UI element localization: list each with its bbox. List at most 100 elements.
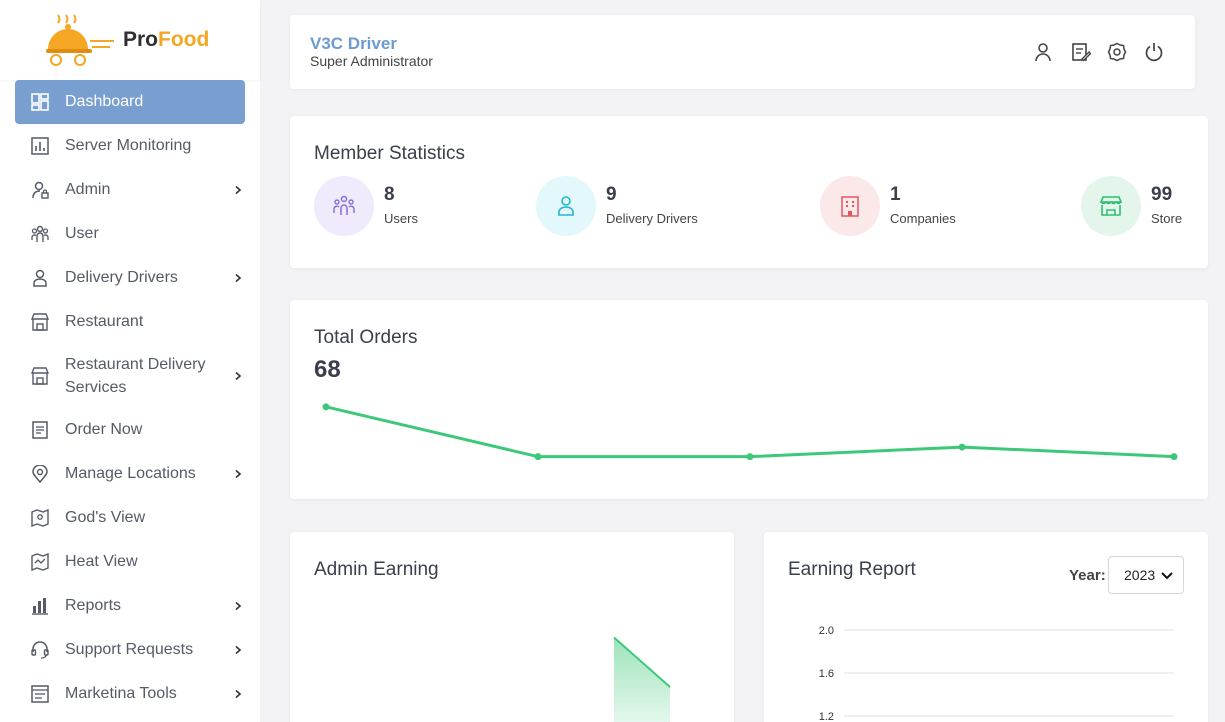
- marketing-icon: [31, 685, 49, 703]
- store-icon: [31, 313, 49, 331]
- sidebar-item-order-now[interactable]: Order Now: [15, 408, 245, 452]
- sidebar-item-label: Restaurant Delivery Services: [65, 356, 206, 396]
- chevron-right-icon: [233, 185, 243, 195]
- year-select-value: 2023: [1124, 567, 1156, 583]
- user-name[interactable]: V3C Driver: [310, 34, 397, 53]
- brand-name-part1: Pro: [123, 28, 159, 51]
- user-role: Super Administrator: [310, 53, 433, 69]
- admin-earning-title: Admin Earning: [314, 559, 439, 580]
- store-count: 99: [1151, 184, 1173, 205]
- sidebar-item-label: Manage Locations: [65, 465, 196, 482]
- chevron-right-icon: [233, 645, 243, 655]
- orders-point: [1170, 453, 1178, 461]
- admin-earning-card: Admin Earning: [290, 532, 734, 722]
- member-statistics-title: Member Statistics: [314, 143, 465, 164]
- earning-report-title: Earning Report: [788, 559, 916, 580]
- sidebar-item-gods-view[interactable]: God's View: [15, 496, 245, 540]
- top-header: V3C Driver Super Administrator: [290, 15, 1195, 89]
- chevron-right-icon: [233, 371, 243, 381]
- sidebar: ProFood Dashboard Server Monitoring Admi…: [0, 0, 260, 722]
- sidebar-item-label: Heat View: [65, 553, 138, 570]
- store-icon: [1081, 176, 1141, 236]
- sidebar-item-user[interactable]: User: [15, 212, 245, 256]
- companies-label: Companies: [890, 211, 956, 226]
- store-label: Store: [1151, 211, 1183, 226]
- chevron-right-icon: [233, 689, 243, 699]
- sidebar-item-label: Dashboard: [65, 93, 144, 110]
- chevron-right-icon: [233, 469, 243, 479]
- logo[interactable]: ProFood: [0, 0, 260, 80]
- sidebar-item-label: Marketina Tools: [65, 685, 177, 702]
- orders-point: [322, 403, 330, 411]
- y-tick-label: 2.0: [819, 625, 834, 637]
- earning-report-card: Earning Report Year: 2023 2.0 1.6 1.2: [764, 532, 1208, 722]
- users-count: 8: [384, 184, 395, 205]
- total-orders-chart: [322, 403, 1178, 461]
- orders-line: [325, 405, 1175, 459]
- orders-point: [534, 453, 542, 461]
- sidebar-item-label: Admin: [65, 181, 111, 198]
- admin-earning-area: [614, 637, 670, 722]
- sidebar-item-label: Support Requests: [65, 641, 194, 658]
- chevron-right-icon: [233, 273, 243, 283]
- reports-icon: [31, 597, 49, 615]
- member-statistics-card: Member Statistics 8 Users 9 Delivery Dri…: [290, 116, 1208, 268]
- order-icon: [31, 421, 49, 439]
- brand-name-part2: Food: [158, 28, 210, 51]
- total-orders-title: Total Orders: [314, 327, 418, 348]
- sidebar-nav: Dashboard Server Monitoring Admin User D…: [15, 80, 245, 716]
- building-icon: [820, 176, 880, 236]
- driver-icon: [536, 176, 596, 236]
- brand-name: ProFood: [123, 28, 209, 52]
- chevron-down-icon: [1161, 572, 1173, 580]
- sidebar-item-label: Restaurant: [65, 313, 144, 330]
- total-orders-value: 68: [314, 356, 341, 383]
- heat-map-icon: [31, 553, 49, 571]
- sidebar-item-label: Server Monitoring: [65, 137, 192, 154]
- users-icon: [314, 176, 374, 236]
- sidebar-item-restaurant-delivery-services[interactable]: Restaurant Delivery Services: [15, 344, 245, 408]
- sidebar-item-label: User: [65, 225, 99, 242]
- earning-report-chart: 2.0 1.6 1.2: [819, 625, 1174, 722]
- food-cloche-logo-icon: [46, 14, 114, 66]
- y-tick-label: 1.6: [819, 668, 834, 680]
- sidebar-item-label: God's View: [65, 509, 146, 526]
- driver-icon: [31, 269, 49, 287]
- headset-icon: [31, 641, 49, 659]
- store-icon: [31, 367, 49, 385]
- orders-point: [746, 453, 754, 461]
- power-icon[interactable]: [1144, 42, 1164, 62]
- admin-earning-chart: [613, 636, 671, 722]
- sidebar-item-marketing-tools[interactable]: Marketina Tools: [15, 672, 245, 716]
- sidebar-item-label: Order Now: [65, 421, 143, 438]
- dashboard-icon: [31, 93, 49, 111]
- map-icon: [31, 509, 49, 527]
- sidebar-item-admin[interactable]: Admin: [15, 168, 245, 212]
- sidebar-item-server-monitoring[interactable]: Server Monitoring: [15, 124, 245, 168]
- y-tick-label: 1.2: [819, 711, 834, 722]
- chevron-right-icon: [233, 601, 243, 611]
- year-select[interactable]: 2023: [1108, 556, 1184, 594]
- location-pin-icon: [31, 465, 49, 483]
- sidebar-item-heat-view[interactable]: Heat View: [15, 540, 245, 584]
- companies-count: 1: [890, 184, 901, 205]
- delivery-drivers-label: Delivery Drivers: [606, 211, 698, 226]
- profile-icon[interactable]: [1033, 42, 1053, 62]
- sidebar-item-dashboard[interactable]: Dashboard: [15, 80, 245, 124]
- edit-note-icon[interactable]: [1071, 42, 1091, 62]
- bar-chart-icon: [31, 137, 49, 155]
- orders-point: [958, 443, 966, 451]
- sidebar-item-label: Delivery Drivers: [65, 269, 178, 286]
- sidebar-item-support-requests[interactable]: Support Requests: [15, 628, 245, 672]
- sidebar-item-restaurant[interactable]: Restaurant: [15, 300, 245, 344]
- total-orders-card: Total Orders 68: [290, 300, 1208, 499]
- sidebar-item-reports[interactable]: Reports: [15, 584, 245, 628]
- sidebar-item-manage-locations[interactable]: Manage Locations: [15, 452, 245, 496]
- admin-user-icon: [31, 181, 49, 199]
- settings-icon[interactable]: [1107, 42, 1127, 62]
- sidebar-item-delivery-drivers[interactable]: Delivery Drivers: [15, 256, 245, 300]
- sidebar-item-label: Reports: [65, 597, 122, 614]
- admin-earning-line: [613, 636, 671, 688]
- delivery-drivers-count: 9: [606, 184, 617, 205]
- users-icon: [31, 225, 49, 243]
